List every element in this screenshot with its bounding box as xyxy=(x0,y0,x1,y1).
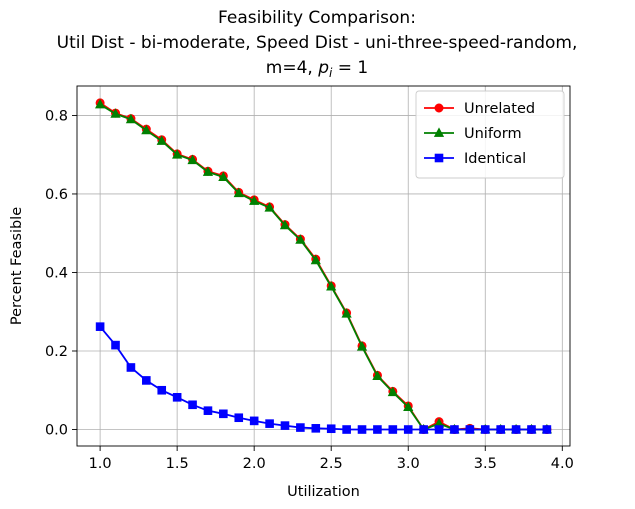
legend-marker-unrelated xyxy=(434,103,444,113)
chart-title-line-1: Feasibility Comparison: xyxy=(218,8,416,28)
data-point-uniform xyxy=(202,166,214,176)
data-point-uniform xyxy=(279,219,291,230)
x-tick-label: 2.5 xyxy=(320,456,343,472)
data-point-uniform xyxy=(356,341,368,351)
y-axis-ticks: 0.0 0.2 0.4 0.6 0.8 xyxy=(45,108,77,439)
data-point-uniform xyxy=(233,187,244,198)
data-point-uniform xyxy=(295,234,306,244)
series-identical xyxy=(95,322,552,434)
data-point-uniform xyxy=(326,280,337,291)
data-point-identical xyxy=(280,421,290,430)
data-point-uniform xyxy=(218,171,229,181)
data-point-identical xyxy=(542,425,552,434)
chart-title-line-3-suffix: = 1 xyxy=(332,58,368,78)
legend-marker-identical xyxy=(434,153,444,163)
y-tick-label: 0.8 xyxy=(45,108,68,124)
data-point-identical xyxy=(511,425,521,434)
legend-label-identical: Identical xyxy=(464,151,526,167)
data-point-uniform xyxy=(187,154,198,165)
data-point-uniform xyxy=(125,113,137,124)
data-point-identical xyxy=(342,425,351,434)
data-point-uniform xyxy=(310,254,321,265)
data-point-identical xyxy=(373,425,382,434)
y-tick-label: 0.2 xyxy=(45,344,68,360)
legend-entry-identical: Identical xyxy=(424,151,526,167)
series-line-identical xyxy=(99,326,547,431)
y-tick-label: 0.4 xyxy=(45,265,68,281)
legend-entry-unrelated: Unrelated xyxy=(424,101,535,117)
data-point-identical xyxy=(126,363,136,372)
legend-marker-uniform xyxy=(433,127,445,137)
legend-box xyxy=(415,90,565,179)
chart-title: Feasibility Comparison: Util Dist - bi-m… xyxy=(57,8,578,80)
data-point-identical xyxy=(172,393,182,402)
data-point-uniform xyxy=(141,124,152,135)
x-tick-label: 1.5 xyxy=(166,456,189,472)
chart-title-line-3-var: p xyxy=(317,58,329,78)
data-point-uniform xyxy=(403,401,414,412)
data-point-identical xyxy=(419,425,428,434)
data-point-identical xyxy=(403,425,413,434)
chart-title-line-2: Util Dist - bi-moderate, Speed Dist - un… xyxy=(57,33,578,53)
data-point-identical xyxy=(450,425,459,434)
data-point-identical xyxy=(249,416,259,426)
data-point-identical xyxy=(496,425,505,434)
data-point-identical xyxy=(111,340,120,350)
x-axis-ticks: 1.0 1.5 2.0 2.5 3.0 3.5 4.0 xyxy=(89,446,574,472)
data-point-identical xyxy=(311,424,321,433)
data-point-uniform xyxy=(387,386,398,397)
data-point-uniform xyxy=(156,135,167,145)
data-point-identical xyxy=(157,385,167,395)
x-axis-label: Utilization xyxy=(287,484,360,500)
x-tick-label: 4.0 xyxy=(551,456,574,472)
legend-label-unrelated: Unrelated xyxy=(464,101,535,117)
plot-frame xyxy=(76,85,571,447)
chart-title-line-3: m=4, pi = 1 xyxy=(266,58,368,80)
data-point-uniform xyxy=(372,370,383,381)
x-tick-label: 1.0 xyxy=(89,456,112,472)
data-point-uniform xyxy=(264,202,275,212)
data-point-identical xyxy=(95,322,105,331)
data-point-identical xyxy=(234,413,244,423)
data-point-uniform xyxy=(95,98,106,109)
data-point-identical xyxy=(188,400,197,410)
y-axis-label: Percent Feasible xyxy=(9,207,25,325)
x-tick-label: 2.0 xyxy=(243,456,266,472)
y-tick-label: 0.0 xyxy=(45,423,68,439)
x-tick-label: 3.0 xyxy=(397,456,420,472)
data-point-identical xyxy=(203,406,213,415)
data-point-identical xyxy=(296,423,305,432)
legend-label-uniform: Uniform xyxy=(464,126,522,142)
data-point-identical xyxy=(357,425,367,434)
data-point-identical xyxy=(480,425,490,434)
data-point-uniform xyxy=(172,149,183,159)
data-point-identical xyxy=(434,425,444,434)
y-tick-label: 0.6 xyxy=(45,187,68,203)
x-tick-label: 3.5 xyxy=(474,456,497,472)
data-point-identical xyxy=(326,424,336,434)
data-point-identical xyxy=(142,376,151,385)
chart-title-line-3-prefix: m=4, xyxy=(266,58,318,78)
data-point-identical xyxy=(265,419,274,428)
data-point-identical xyxy=(465,425,475,434)
legend: Unrelated Uniform Identical xyxy=(415,90,565,179)
data-point-identical xyxy=(388,425,398,434)
data-point-identical xyxy=(219,409,228,419)
series-group xyxy=(95,98,552,435)
chart-title-line-3-sub: i xyxy=(329,66,333,80)
data-point-uniform xyxy=(110,108,121,118)
data-point-identical xyxy=(527,425,536,434)
legend-entry-uniform: Uniform xyxy=(424,126,522,142)
data-point-uniform xyxy=(341,308,352,318)
data-point-uniform xyxy=(249,195,260,205)
